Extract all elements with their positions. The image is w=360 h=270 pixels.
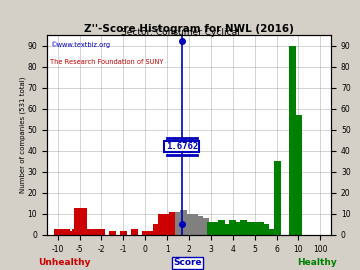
Bar [54, 229, 61, 235]
Bar [67, 231, 75, 235]
Text: Score: Score [173, 258, 202, 267]
Bar [74, 208, 81, 235]
Bar [289, 46, 296, 235]
Text: ©www.textbiz.org: ©www.textbiz.org [50, 41, 110, 48]
Bar [229, 220, 236, 235]
Bar [218, 220, 225, 235]
Bar [169, 212, 176, 235]
Bar [80, 208, 87, 235]
Bar [240, 220, 247, 235]
Bar [131, 229, 138, 235]
Bar [262, 224, 269, 235]
Bar [246, 222, 253, 235]
Bar [251, 222, 258, 235]
Bar [235, 222, 242, 235]
Bar [120, 231, 127, 235]
Bar [213, 222, 220, 235]
Text: Unhealthy: Unhealthy [39, 258, 91, 267]
Bar [164, 214, 171, 235]
Text: 1.6762: 1.6762 [166, 142, 198, 151]
Bar [94, 229, 102, 235]
Bar [63, 229, 70, 235]
Bar [59, 229, 66, 235]
Bar [274, 161, 282, 235]
Bar [142, 231, 149, 235]
Title: Z''-Score Histogram for NWL (2016): Z''-Score Histogram for NWL (2016) [84, 24, 294, 34]
Bar [207, 222, 214, 235]
Bar [109, 231, 116, 235]
Bar [32, 229, 39, 235]
Bar [202, 218, 209, 235]
Bar [175, 212, 181, 235]
Text: Healthy: Healthy [297, 258, 337, 267]
Bar [180, 210, 187, 235]
Bar [295, 233, 302, 235]
Bar [147, 231, 154, 235]
Bar [197, 216, 203, 235]
Bar [153, 224, 160, 235]
Bar [185, 214, 193, 235]
Y-axis label: Number of companies (531 total): Number of companies (531 total) [19, 77, 26, 193]
Bar [191, 214, 198, 235]
Bar [158, 214, 165, 235]
Text: The Research Foundation of SUNY: The Research Foundation of SUNY [50, 59, 163, 65]
Bar [72, 229, 79, 235]
Bar [295, 115, 302, 235]
Bar [10, 227, 18, 235]
Bar [98, 229, 105, 235]
Bar [257, 222, 264, 235]
Bar [87, 229, 94, 235]
Bar [224, 224, 231, 235]
Bar [267, 229, 275, 235]
Text: Sector: Consumer Cyclical: Sector: Consumer Cyclical [121, 28, 239, 37]
